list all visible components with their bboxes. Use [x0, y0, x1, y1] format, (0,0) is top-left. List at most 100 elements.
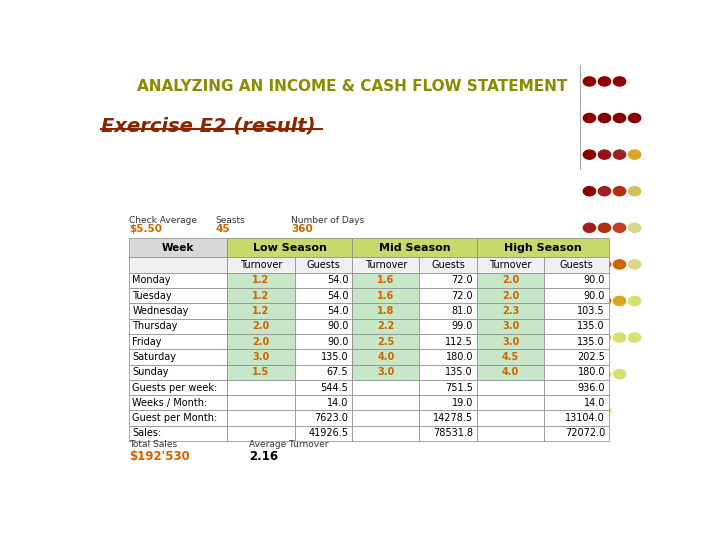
Circle shape	[598, 333, 611, 342]
Bar	[419, 319, 477, 334]
Circle shape	[629, 150, 641, 159]
Text: 7623.0: 7623.0	[315, 413, 348, 423]
Bar	[477, 238, 609, 258]
Text: 90.0: 90.0	[327, 336, 348, 347]
Bar	[477, 288, 544, 303]
Text: Guests: Guests	[559, 260, 593, 270]
Circle shape	[598, 260, 611, 269]
Bar	[352, 349, 419, 364]
Text: Mid Season: Mid Season	[379, 243, 451, 253]
Bar	[477, 380, 544, 395]
Bar	[477, 258, 544, 273]
Circle shape	[583, 296, 595, 306]
Bar	[352, 380, 419, 395]
Bar	[419, 334, 477, 349]
Text: 2.0: 2.0	[502, 291, 519, 301]
Text: 135.0: 135.0	[446, 367, 473, 377]
Circle shape	[583, 369, 595, 379]
Bar	[352, 426, 419, 441]
Text: 2.0: 2.0	[253, 336, 270, 347]
Bar	[294, 395, 352, 410]
Text: Low Season: Low Season	[253, 243, 327, 253]
Text: Total Sales: Total Sales	[129, 441, 177, 449]
Circle shape	[613, 187, 626, 196]
Text: 2.2: 2.2	[377, 321, 395, 331]
Text: 54.0: 54.0	[327, 291, 348, 301]
Text: 14278.5: 14278.5	[433, 413, 473, 423]
Bar	[544, 258, 609, 273]
Text: 78531.8: 78531.8	[433, 428, 473, 438]
Text: $5.50: $5.50	[129, 224, 162, 234]
Text: 1.8: 1.8	[377, 306, 395, 316]
Circle shape	[629, 187, 641, 196]
Bar	[352, 288, 419, 303]
Text: 135.0: 135.0	[577, 321, 605, 331]
Bar	[477, 410, 544, 426]
Bar	[294, 334, 352, 349]
Text: Sunday: Sunday	[132, 367, 169, 377]
Text: 90.0: 90.0	[327, 321, 348, 331]
Circle shape	[613, 150, 626, 159]
Bar	[228, 334, 294, 349]
Bar	[544, 273, 609, 288]
Text: High Season: High Season	[504, 243, 582, 253]
Bar	[352, 395, 419, 410]
Bar	[129, 319, 228, 334]
Circle shape	[613, 333, 626, 342]
Text: Turnover: Turnover	[490, 260, 532, 270]
Text: Number of Days: Number of Days	[291, 216, 364, 225]
Text: Sales:: Sales:	[132, 428, 162, 438]
Bar	[419, 258, 477, 273]
Circle shape	[629, 113, 641, 123]
Text: 936.0: 936.0	[577, 382, 605, 393]
Text: Guests: Guests	[307, 260, 341, 270]
Bar	[228, 426, 294, 441]
Text: $192'530: $192'530	[129, 450, 190, 463]
Circle shape	[629, 296, 641, 306]
Bar	[419, 273, 477, 288]
Text: 14.0: 14.0	[584, 398, 605, 408]
Bar	[419, 349, 477, 364]
Text: 1.6: 1.6	[377, 275, 395, 285]
Bar	[129, 349, 228, 364]
Circle shape	[598, 369, 611, 379]
Circle shape	[583, 406, 595, 415]
Text: 72.0: 72.0	[451, 275, 473, 285]
Text: 13104.0: 13104.0	[565, 413, 605, 423]
Text: 1.5: 1.5	[253, 367, 270, 377]
Bar	[129, 258, 228, 273]
Text: 4.5: 4.5	[502, 352, 519, 362]
Text: 14.0: 14.0	[327, 398, 348, 408]
Circle shape	[598, 150, 611, 159]
Text: Check Average: Check Average	[129, 216, 197, 225]
Text: Average Turnover: Average Turnover	[249, 441, 328, 449]
Circle shape	[583, 187, 595, 196]
Text: Friday: Friday	[132, 336, 162, 347]
Circle shape	[598, 77, 611, 86]
Bar	[544, 364, 609, 380]
Circle shape	[613, 77, 626, 86]
Bar	[544, 380, 609, 395]
Bar	[419, 364, 477, 380]
Text: 3.0: 3.0	[502, 336, 519, 347]
Text: Turnover: Turnover	[364, 260, 407, 270]
Text: 544.5: 544.5	[320, 382, 348, 393]
Circle shape	[598, 296, 611, 306]
Bar	[294, 288, 352, 303]
Text: 751.5: 751.5	[445, 382, 473, 393]
Bar	[352, 273, 419, 288]
Bar	[129, 426, 228, 441]
Bar	[228, 319, 294, 334]
Bar	[129, 334, 228, 349]
Text: 135.0: 135.0	[577, 336, 605, 347]
Text: 180.0: 180.0	[577, 367, 605, 377]
Circle shape	[583, 150, 595, 159]
Text: 2.0: 2.0	[253, 321, 270, 331]
Text: Weeks / Month:: Weeks / Month:	[132, 398, 207, 408]
Text: ANALYZING AN INCOME & CASH FLOW STATEMENT: ANALYZING AN INCOME & CASH FLOW STATEMEN…	[137, 79, 567, 94]
Text: 360: 360	[291, 224, 312, 234]
Bar	[294, 273, 352, 288]
Text: 90.0: 90.0	[584, 291, 605, 301]
Text: 81.0: 81.0	[451, 306, 473, 316]
Text: Guests per week:: Guests per week:	[132, 382, 217, 393]
